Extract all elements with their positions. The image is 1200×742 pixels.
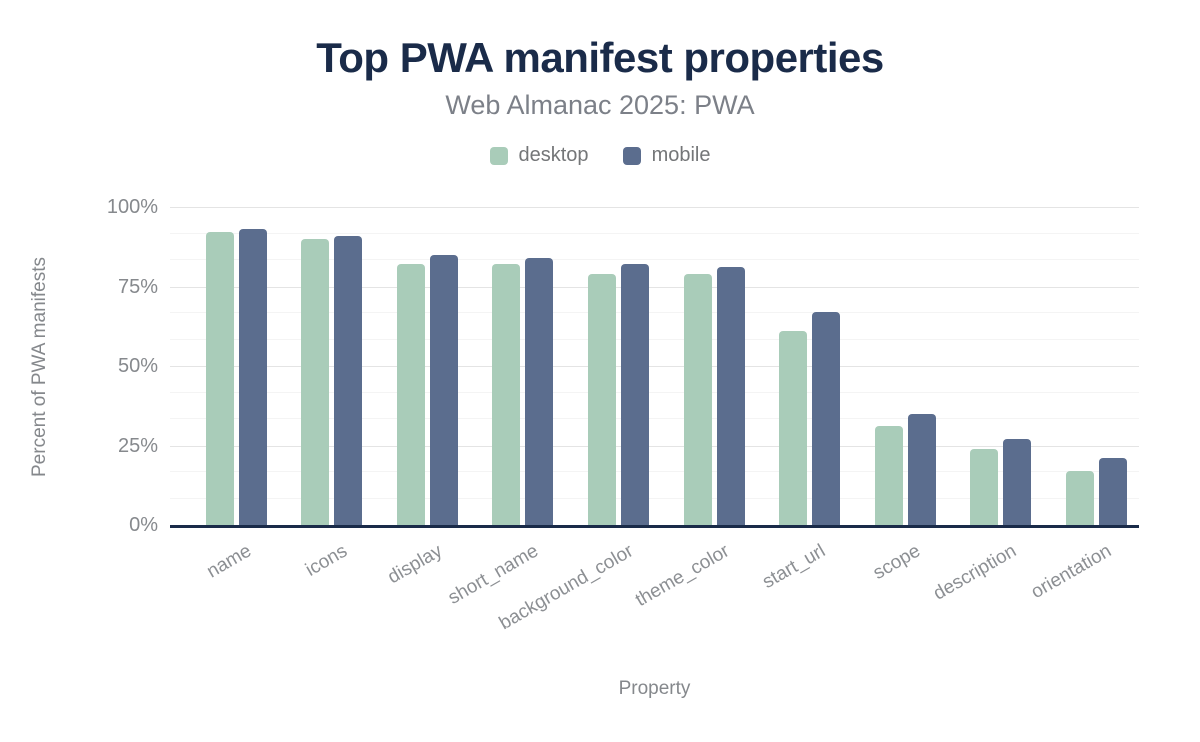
chart-legend: desktop mobile [0,144,1200,167]
y-tick-label: 100% [106,196,158,218]
minor-gridline [170,338,1139,340]
major-gridline [170,445,1139,447]
bar-mobile-name[interactable] [238,229,267,525]
bar-mobile-description[interactable] [1003,439,1032,525]
major-gridline [170,366,1139,367]
bar-mobile-start_url[interactable] [812,311,841,525]
y-tick-label: 75% [117,275,158,298]
y-axis-title: Percent of PWA manifests [29,257,50,477]
major-gridline [170,286,1139,288]
minor-gridline [170,391,1139,393]
bar-mobile-background_color[interactable] [620,264,649,525]
bar-group-theme_color [683,207,745,525]
bar-group-orientation [1065,207,1127,525]
bar-desktop-icons[interactable] [301,238,330,525]
x-category-label-orientation: orientation [1028,540,1116,604]
y-tick-label: 50% [117,355,158,377]
bar-group-name [205,207,267,525]
legend-label-mobile: mobile [651,144,711,166]
legend-label-desktop: desktop [518,144,589,166]
y-tick-label: 0% [129,514,158,536]
x-axis-title: Property [618,678,691,699]
chart-subtitle: Web Almanac 2025: PWA [445,90,755,120]
bar-mobile-display[interactable] [429,254,458,525]
minor-gridline [170,418,1139,420]
legend-item-desktop[interactable]: desktop [489,144,589,167]
bar-mobile-icons[interactable] [334,235,363,525]
bar-desktop-display[interactable] [396,264,425,525]
bar-group-icons [301,207,363,525]
bar-desktop-name[interactable] [205,232,234,525]
major-gridline [170,207,1139,208]
minor-gridline [170,259,1139,261]
bar-group-scope [874,207,936,525]
x-category-label-name: name [203,540,255,583]
bar-group-display [396,207,458,525]
minor-gridline [170,497,1139,499]
bar-mobile-theme_color[interactable] [716,267,745,525]
desktop-color-swatch [489,146,508,165]
legend-item-mobile[interactable]: mobile [622,144,711,167]
bar-mobile-scope[interactable] [907,413,936,525]
bar-desktop-scope[interactable] [874,426,903,525]
chart-title: Top PWA manifest properties [316,34,884,81]
bar-group-background_color [587,207,649,525]
minor-gridline [170,232,1139,234]
bar-desktop-short_name[interactable] [492,264,521,525]
bar-mobile-orientation[interactable] [1098,458,1127,525]
y-tick-label: 25% [117,434,158,457]
bar-desktop-theme_color[interactable] [683,273,712,525]
bar-group-description [970,207,1032,525]
minor-gridline [170,471,1139,472]
bar-desktop-orientation[interactable] [1065,470,1094,525]
plot-area [170,207,1139,528]
bar-group-short_name [492,207,554,525]
minor-gridline [170,312,1139,313]
bar-desktop-background_color[interactable] [587,273,616,525]
bar-group-start_url [779,207,841,525]
bar-mobile-short_name[interactable] [525,257,554,525]
bar-desktop-description[interactable] [970,448,999,525]
mobile-color-swatch [622,146,641,165]
bar-desktop-start_url[interactable] [779,331,808,525]
